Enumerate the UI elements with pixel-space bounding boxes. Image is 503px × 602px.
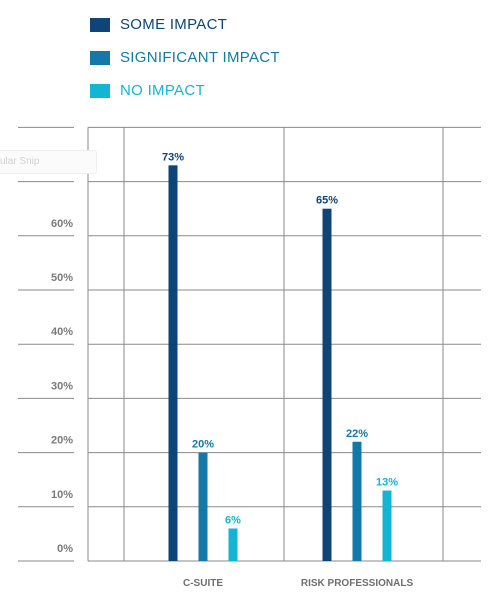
y-tick-label: 20% — [51, 435, 73, 447]
legend-swatch-significant-impact — [90, 50, 110, 65]
bar — [382, 490, 392, 561]
legend-label-some-impact: SOME IMPACT — [120, 16, 228, 33]
bar — [228, 528, 238, 561]
y-tick-label: 0% — [57, 543, 73, 555]
data-label: 20% — [192, 439, 214, 451]
y-tick-label: 50% — [51, 272, 73, 284]
bar — [352, 441, 362, 561]
bar — [168, 165, 178, 561]
bar — [322, 208, 332, 561]
data-label: 65% — [316, 195, 338, 207]
legend-item-some-impact: SOME IMPACT — [90, 8, 280, 41]
y-tick-label: 40% — [51, 326, 73, 338]
x-category-label: C-SUITE — [183, 578, 223, 589]
legend-label-no-impact: NO IMPACT — [120, 82, 205, 99]
data-label: 22% — [346, 428, 368, 440]
legend-label-significant-impact: SIGNIFICANT IMPACT — [120, 49, 280, 66]
y-tick-label: 60% — [51, 218, 73, 230]
data-label: 73% — [162, 151, 184, 163]
snip-tooltip-fragment: ular Snip — [0, 150, 97, 174]
legend-swatch-some-impact — [90, 17, 110, 32]
legend-item-significant-impact: SIGNIFICANT IMPACT — [90, 41, 280, 74]
y-tick-label: 30% — [51, 380, 73, 392]
data-label: 13% — [376, 477, 398, 489]
x-category-label: RISK PROFESSIONALS — [301, 578, 414, 589]
legend: SOME IMPACT SIGNIFICANT IMPACT NO IMPACT — [90, 8, 280, 107]
data-label: 6% — [225, 514, 241, 526]
bar — [198, 452, 208, 561]
legend-swatch-no-impact — [90, 83, 110, 98]
legend-item-no-impact: NO IMPACT — [90, 74, 280, 107]
y-tick-label: 10% — [51, 489, 73, 501]
